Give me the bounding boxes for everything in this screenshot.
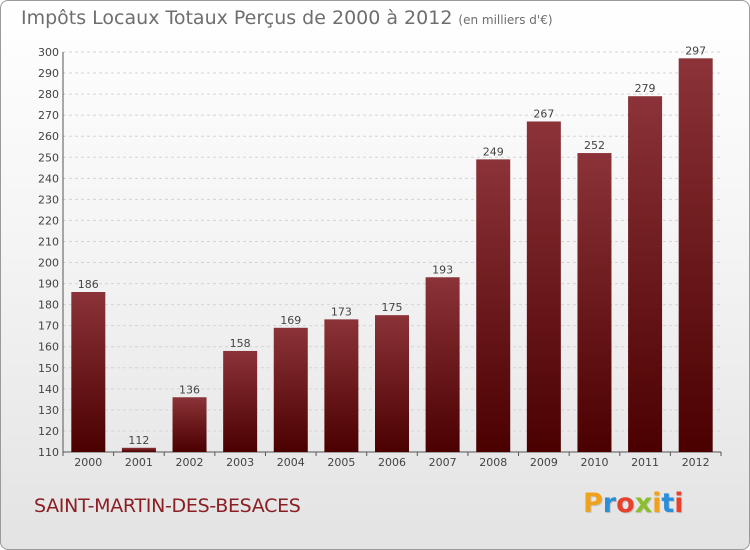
y-tick-label: 250 (38, 151, 59, 164)
bar-value-label: 173 (331, 305, 352, 318)
bar-value-label: 249 (483, 145, 504, 158)
bar-value-label: 193 (432, 263, 453, 276)
logo-letter: i (674, 488, 684, 519)
proxiti-logo: Proxiti (583, 488, 684, 519)
y-tick-label: 150 (38, 362, 59, 375)
x-tick-label: 2006 (378, 456, 406, 469)
chart-title: Impôts Locaux Totaux Perçus de 2000 à 20… (21, 7, 453, 29)
logo-letter: P (583, 488, 603, 519)
bar (476, 159, 511, 453)
bar (678, 58, 713, 452)
bar (273, 327, 308, 452)
bar (526, 121, 561, 452)
bar-value-label: 175 (382, 301, 403, 314)
logo-letter: r (602, 488, 617, 519)
y-tick-label: 260 (38, 130, 59, 143)
y-tick-label: 170 (38, 320, 59, 333)
y-tick-label: 130 (38, 404, 59, 417)
y-tick-label: 300 (38, 46, 59, 59)
bar (375, 315, 409, 452)
x-tick-label: 2005 (327, 456, 355, 469)
bar-value-label: 112 (128, 434, 149, 447)
bar-value-label: 297 (685, 44, 706, 57)
x-tick-label: 2011 (631, 456, 659, 469)
x-tick-label: 2009 (530, 456, 558, 469)
x-tick-label: 2008 (479, 456, 507, 469)
x-tick-label: 2010 (580, 456, 608, 469)
y-tick-label: 270 (38, 109, 59, 122)
x-tick-label: 2007 (429, 456, 457, 469)
y-tick-label: 240 (38, 172, 59, 185)
x-tick-label: 2003 (226, 456, 254, 469)
y-tick-label: 190 (38, 278, 59, 291)
y-tick-label: 180 (38, 299, 59, 312)
y-tick-label: 220 (38, 214, 59, 227)
bar-value-label: 279 (635, 82, 656, 95)
bar-value-label: 252 (584, 139, 605, 152)
x-tick-label: 2002 (176, 456, 204, 469)
chart-title-block: Impôts Locaux Totaux Perçus de 2000 à 20… (21, 7, 553, 29)
y-tick-label: 160 (38, 341, 59, 354)
bar-value-label: 158 (230, 337, 251, 350)
bar (121, 447, 156, 452)
y-tick-label: 200 (38, 257, 59, 270)
logo-letter: t (661, 488, 675, 519)
town-name: SAINT-MARTIN-DES-BESACES (34, 495, 301, 517)
bar (425, 277, 460, 452)
bar (628, 96, 663, 453)
bar-value-label: 136 (179, 383, 200, 396)
y-tick-label: 230 (38, 193, 59, 206)
x-tick-label: 2001 (125, 456, 153, 469)
bar-value-label: 186 (78, 278, 99, 291)
chart-unit: (en milliers d'€) (458, 13, 553, 27)
logo-letter: i (652, 488, 662, 519)
y-tick-label: 120 (38, 425, 59, 438)
y-tick-label: 210 (38, 235, 59, 248)
y-tick-label: 290 (38, 67, 59, 80)
bar (223, 350, 258, 452)
y-tick-label: 110 (38, 446, 59, 459)
bar (172, 397, 207, 452)
logo-letter: o (616, 488, 635, 519)
bar (324, 319, 359, 452)
bar (577, 153, 612, 453)
y-tick-label: 140 (38, 383, 59, 396)
bar-value-label: 169 (280, 314, 301, 327)
bar-value-label: 267 (533, 107, 554, 120)
x-tick-label: 2000 (74, 456, 102, 469)
x-tick-label: 2004 (277, 456, 305, 469)
bar (71, 292, 106, 452)
x-tick-label: 2012 (682, 456, 710, 469)
logo-letter: x (634, 488, 653, 519)
y-tick-label: 280 (38, 88, 59, 101)
